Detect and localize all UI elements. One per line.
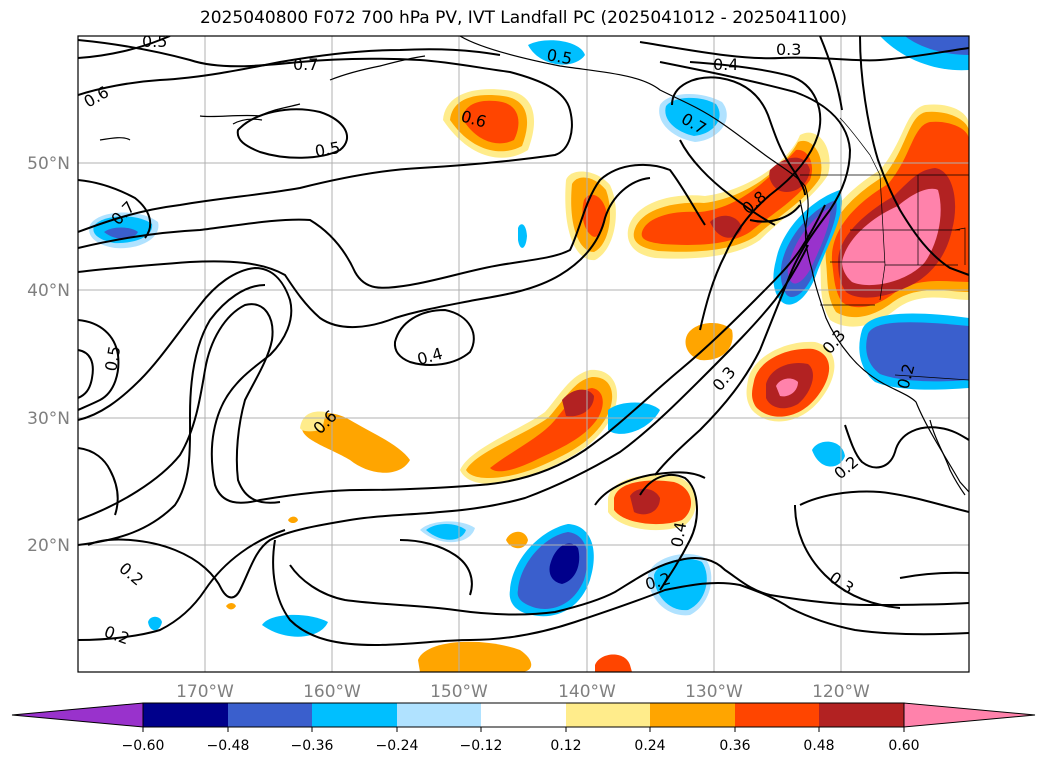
lat-tick-label: 20°N <box>27 536 70 556</box>
colorbar: −0.60 −0.48 −0.36 −0.24 −0.12 0.12 0.24 … <box>11 702 1036 754</box>
pos-anomaly-blob <box>300 411 326 432</box>
pos-anomaly-blob <box>288 516 298 523</box>
colorbar-extend-high <box>903 702 1036 728</box>
political-borders <box>800 117 969 381</box>
pos-anomaly-blob <box>630 488 660 515</box>
pos-anomaly-blob <box>562 389 594 417</box>
colorbar-tick-label: 0.60 <box>888 738 919 754</box>
colorbar-tick-label: −0.24 <box>376 738 419 754</box>
colorbar-swatch <box>819 703 904 727</box>
pv-contour-lines <box>78 36 969 647</box>
lon-tick-label: 160°W <box>303 682 361 702</box>
colorbar-swatch <box>481 703 566 727</box>
neg-anomaly-blob <box>148 616 162 631</box>
contour-label: 0.5 <box>142 32 167 51</box>
pos-anomaly-blob <box>226 603 236 610</box>
neg-anomaly-blob <box>104 227 138 239</box>
colorbar-tick-label: 0.48 <box>803 738 834 754</box>
pos-anomaly-blob <box>418 641 532 672</box>
lat-tick-label: 50°N <box>27 154 70 174</box>
contour-label: 0.5 <box>313 138 341 161</box>
colorbar-tick-label: 0.12 <box>550 738 581 754</box>
contour-label: 0.5 <box>101 344 124 372</box>
contour-label: 0.5 <box>545 45 573 68</box>
neg-anomaly-blob <box>549 543 580 584</box>
colorbar-swatch <box>143 703 228 727</box>
colorbar-frame <box>142 702 905 728</box>
lon-tick-label: 140°W <box>558 682 616 702</box>
lat-tick-label: 40°N <box>27 281 70 301</box>
colorbar-swatch <box>312 703 397 727</box>
colorbar-tick-label: 0.36 <box>719 738 750 754</box>
neg-anomaly-blob <box>426 524 466 540</box>
map-area: 0.5 0.7 0.6 0.5 0.6 0.5 0.4 0.3 0.7 0.8 … <box>77 32 970 673</box>
colorbar-swatch <box>397 703 481 727</box>
lon-tick-label: 120°W <box>812 682 870 702</box>
pos-anomaly-blob <box>595 654 632 672</box>
colorbar-tick-label: −0.12 <box>460 738 503 754</box>
gridlines <box>78 36 969 672</box>
neg-anomaly-blob <box>866 322 969 382</box>
pos-anomaly-blob <box>302 413 410 473</box>
page-title: 2025040800 F072 700 hPa PV, IVT Landfall… <box>199 8 847 28</box>
neg-anomaly-blob <box>654 558 707 611</box>
contour-label: 0.7 <box>293 55 318 74</box>
latitude-labels: 50°N 40°N 30°N 20°N <box>27 154 70 556</box>
colorbar-tick-label: −0.36 <box>291 738 334 754</box>
colorbar-tick-label: 0.24 <box>634 738 665 754</box>
pos-anomaly-blob <box>842 188 941 286</box>
lat-tick-label: 30°N <box>27 409 70 429</box>
contour-label: 0.4 <box>667 520 690 548</box>
neg-anomaly-blob <box>665 97 720 136</box>
lon-tick-label: 130°W <box>685 682 743 702</box>
map-frame <box>77 35 970 673</box>
pos-anomaly-blob <box>710 215 742 238</box>
colorbar-extend-low <box>11 702 144 728</box>
colorbar-swatch <box>566 703 650 727</box>
neg-anomaly-blob <box>812 441 845 467</box>
colorbar-swatch <box>650 703 735 727</box>
pos-anomaly-blob <box>582 194 606 237</box>
contour-label: 0.3 <box>776 40 801 59</box>
neg-anomaly-blob <box>518 224 527 248</box>
colorbar-swatch <box>228 703 312 727</box>
colorbar-tick-label: −0.60 <box>122 738 165 754</box>
contour-label: 0.4 <box>713 55 738 74</box>
pos-anomaly-blob <box>506 531 528 549</box>
pv-anomaly-fills <box>89 36 969 672</box>
pos-anomaly-blob <box>641 149 813 245</box>
colorbar-tick-label: −0.48 <box>207 738 250 754</box>
pos-anomaly-blob <box>776 378 798 397</box>
lon-tick-label: 150°W <box>430 682 488 702</box>
colorbar-swatch <box>735 703 819 727</box>
longitude-labels: 170°W 160°W 150°W 140°W 130°W 120°W <box>176 682 870 702</box>
pos-anomaly-blob <box>462 100 519 144</box>
neg-anomaly-blob <box>528 40 585 65</box>
lon-tick-label: 170°W <box>176 682 234 702</box>
